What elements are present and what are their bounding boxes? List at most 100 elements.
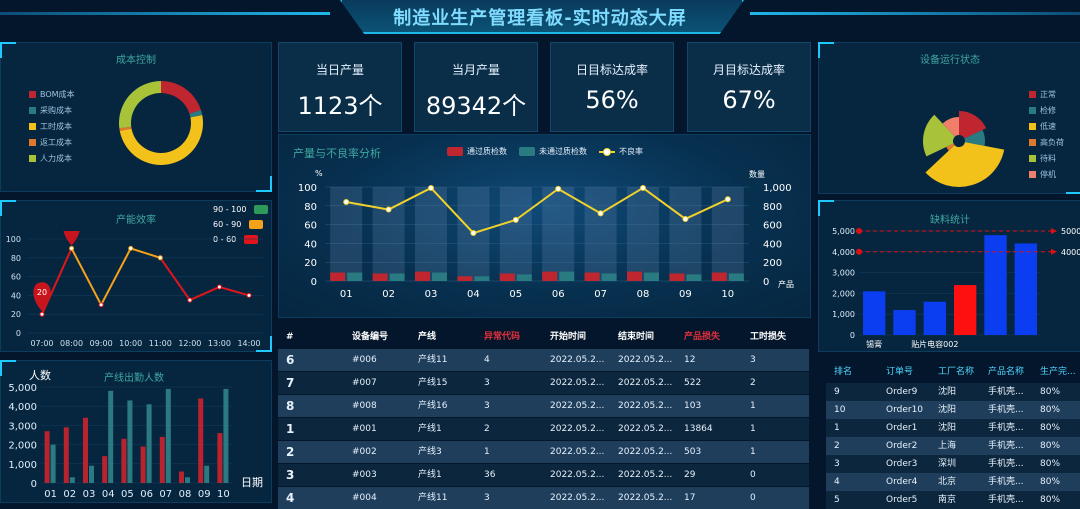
bar xyxy=(669,273,684,281)
table-cell: 沈阳 xyxy=(938,401,956,419)
shortage-bar-chart: 01,0002,0003,0004,0005,000锡膏贴片电容00250004… xyxy=(819,221,1080,351)
legend-swatch xyxy=(29,107,36,114)
quality-legend-passed: 通过质检数 xyxy=(447,146,507,157)
table-cell: 上海 xyxy=(938,437,956,455)
table-cell: #002 xyxy=(352,441,377,463)
table-cell: 2022.05.2... xyxy=(618,464,672,486)
y-tick-label: 1,000 xyxy=(8,460,37,471)
bar xyxy=(712,273,727,281)
header-deco-left xyxy=(0,12,330,15)
bar xyxy=(179,471,184,483)
table-header-cell[interactable]: 结束时间 xyxy=(618,326,654,348)
legend-label: 工时成本 xyxy=(40,121,72,132)
pin-marker-icon xyxy=(63,231,80,245)
table-cell: 80% xyxy=(1040,383,1060,401)
line-segment xyxy=(190,287,220,300)
legend-swatch xyxy=(254,205,268,214)
table-cell: Order9 xyxy=(886,383,917,401)
x-tick-label: 08 xyxy=(637,289,650,300)
y-tick-label: 0 xyxy=(850,331,855,340)
table-cell: 沈阳 xyxy=(938,383,956,401)
bar xyxy=(602,273,617,281)
bar xyxy=(924,302,946,335)
table-cell: 3 xyxy=(484,395,490,417)
table-header-cell[interactable]: 异常代码 xyxy=(484,326,520,348)
table-cell: 13864 xyxy=(684,418,713,440)
table-cell: 80% xyxy=(1040,437,1060,455)
bar xyxy=(627,272,642,281)
table-header-cell[interactable]: 生产完... xyxy=(1040,362,1076,382)
x-tick-label: 02 xyxy=(63,489,76,500)
table-header-cell[interactable]: 订单号 xyxy=(886,362,913,382)
y-tick-label: 100 xyxy=(298,183,317,194)
table-header-cell[interactable]: 排名 xyxy=(834,362,852,382)
header-deco-right xyxy=(750,12,1080,15)
table-header-cell[interactable]: 产品损失 xyxy=(684,326,720,348)
table-header-cell[interactable]: 开始时间 xyxy=(550,326,586,348)
table-header-cell[interactable]: 工时损失 xyxy=(750,326,786,348)
marker-dot xyxy=(856,228,862,234)
legend-item: 60 - 90 xyxy=(213,220,263,229)
x-tick-label: 06 xyxy=(140,489,153,500)
table-cell: 6 xyxy=(286,349,294,371)
bar-background xyxy=(669,187,701,281)
table-cell: 手机壳... xyxy=(988,383,1024,401)
bar xyxy=(51,445,56,483)
x-tick-label: 03 xyxy=(83,489,96,500)
bar xyxy=(517,274,532,281)
legend-swatch xyxy=(1029,139,1036,146)
table-cell: 手机壳... xyxy=(988,473,1024,491)
bar xyxy=(1015,243,1037,335)
page-title: 制造业生产管理看板-实时动态大屏 xyxy=(340,4,740,30)
bar xyxy=(729,273,744,281)
table-header-cell[interactable]: 产品名称 xyxy=(988,362,1024,382)
table-header-cell[interactable]: 设备编号 xyxy=(352,326,388,348)
y-tick-label: 5,000 xyxy=(8,383,37,394)
table-header-cell[interactable]: # xyxy=(286,326,294,348)
table-cell: 0 xyxy=(750,487,756,509)
x-tick-label: 09 xyxy=(679,289,692,300)
y-tick-label: 4,000 xyxy=(832,248,855,257)
legend-swatch xyxy=(1029,123,1036,130)
bar xyxy=(347,273,362,281)
legend-swatch xyxy=(1029,155,1036,162)
bar xyxy=(204,466,209,483)
table-cell: 产线1 xyxy=(418,464,442,486)
table-header-cell[interactable]: 工厂名称 xyxy=(938,362,974,382)
table-header-cell[interactable]: 产线 xyxy=(418,326,436,348)
data-point xyxy=(129,246,133,250)
table-cell: 1 xyxy=(750,418,756,440)
bar xyxy=(198,399,203,483)
data-point xyxy=(70,246,74,250)
table-cell: Order5 xyxy=(886,491,917,509)
x-tick-label: 03 xyxy=(425,289,438,300)
x-tick-label: 05 xyxy=(509,289,522,300)
table-cell: 2022.05.2... xyxy=(618,487,672,509)
bar xyxy=(984,235,1006,335)
bar xyxy=(127,400,132,483)
table-cell: #008 xyxy=(352,395,377,417)
device-title: 设备运行状态 xyxy=(819,51,1080,66)
table-cell: 产线1 xyxy=(418,418,442,440)
bar xyxy=(500,273,515,281)
table-cell: 80% xyxy=(1040,491,1060,509)
bar xyxy=(954,285,976,335)
x-tick-label: 10 xyxy=(217,489,230,500)
